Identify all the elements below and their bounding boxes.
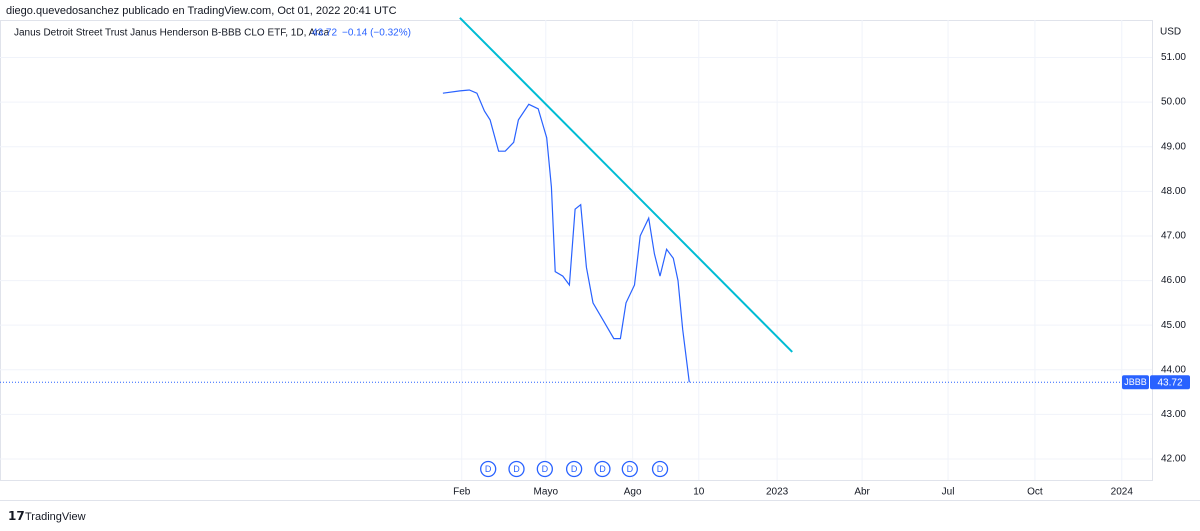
symbol-title: Janus Detroit Street Trust Janus Henders… <box>14 28 330 39</box>
brand-logo: 𝟭𝟳 <box>8 509 25 523</box>
brand-name: TradingView <box>25 511 86 523</box>
symbol-badge <box>1122 375 1149 390</box>
last-price-header: 43.72 <box>312 28 337 39</box>
x-tick-label: Jul <box>942 487 955 498</box>
y-tick-label: 46.00 <box>1161 275 1186 286</box>
brand: 𝟭𝟳 TradingView <box>8 509 86 523</box>
y-tick-label: 47.00 <box>1161 231 1186 242</box>
dividend-marker <box>480 460 497 478</box>
dividend-label: D <box>542 464 549 474</box>
dividend-label: D <box>657 464 664 474</box>
y-tick-label: 50.00 <box>1161 97 1186 108</box>
dividend-label: D <box>513 464 520 474</box>
y-tick-label: 44.00 <box>1161 364 1186 375</box>
dividend-label: D <box>485 464 492 474</box>
last-price-badge <box>1150 375 1190 390</box>
x-tick-label: 2023 <box>766 487 789 498</box>
dividend-marker <box>621 460 638 478</box>
dividend-marker <box>536 460 553 478</box>
change: −0.14 (−0.32%) <box>342 28 411 39</box>
x-tick-label: 10 <box>693 487 705 498</box>
x-tick-label: 2024 <box>1111 487 1134 498</box>
y-tick-label: 51.00 <box>1161 52 1186 63</box>
dividend-marker <box>651 460 669 478</box>
x-tick-label: Abr <box>854 487 870 498</box>
y-tick-label: 48.00 <box>1161 186 1186 197</box>
dividend-marker <box>565 460 583 478</box>
dividend-label: D <box>599 464 606 474</box>
dividend-marker <box>508 460 525 478</box>
last-price-badge-text: 43.72 <box>1157 377 1182 388</box>
author-line: diego.quevedosanchez publicado en Tradin… <box>6 5 397 17</box>
symbol-badge-text: JBBB <box>1124 377 1147 387</box>
y-tick-label: 43.00 <box>1161 409 1186 420</box>
currency: USD <box>1160 27 1181 38</box>
plot-frame <box>0 20 1153 481</box>
y-tick-label: 45.00 <box>1161 320 1186 331</box>
dividend-marker <box>594 460 611 478</box>
price-line <box>442 89 690 383</box>
y-tick-label: 49.00 <box>1161 141 1186 152</box>
dividend-label: D <box>627 464 634 474</box>
x-tick-label: Mayo <box>534 487 559 498</box>
x-tick-label: Feb <box>453 487 471 498</box>
dividend-label: D <box>571 464 578 474</box>
x-tick-label: Ago <box>624 487 642 498</box>
y-tick-label: 42.00 <box>1161 454 1186 465</box>
x-tick-label: Oct <box>1027 487 1043 498</box>
trendline <box>459 17 793 353</box>
